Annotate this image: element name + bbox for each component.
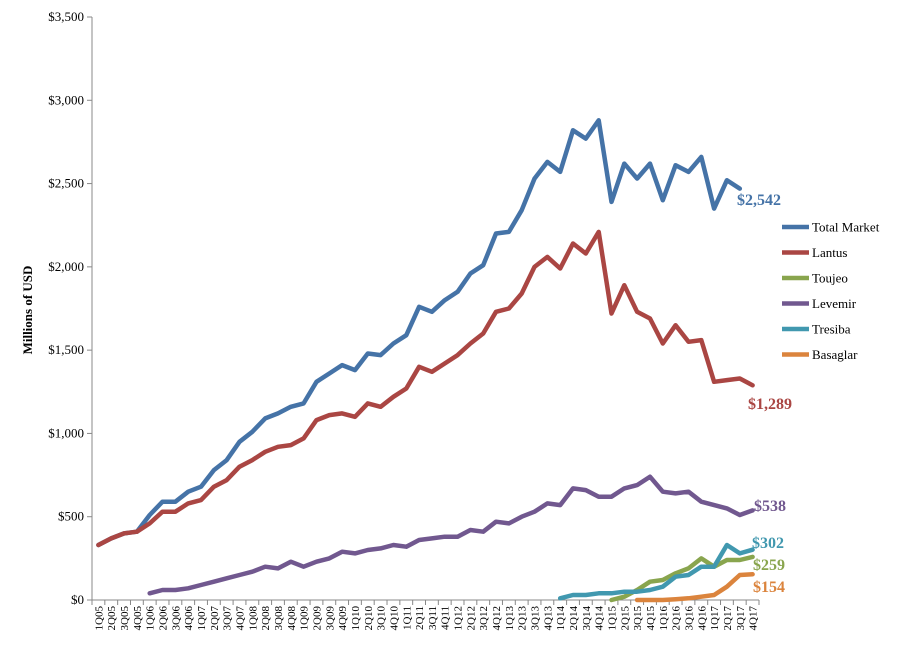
y-tick-label: $2,000 — [48, 259, 84, 274]
x-tick-label: 1Q05 — [93, 606, 105, 631]
x-tick-label: 1Q12 — [453, 606, 465, 630]
y-axis-label: Millions of USD — [20, 266, 35, 355]
x-tick-label: 3Q12 — [478, 606, 490, 630]
y-ticks: $0 $500 $1,000 $1,500 $2,000 $2,500 $3,000 $3,5… — [48, 9, 92, 607]
x-tick-label: 2Q10 — [363, 606, 375, 631]
legend-label: Levemir — [812, 296, 857, 311]
x-tick-label: 1Q06 — [145, 606, 157, 631]
legend-label: Tresiba — [812, 322, 851, 337]
x-tick-label: 2Q06 — [158, 606, 170, 631]
x-tick-label: 3Q09 — [324, 606, 336, 631]
x-tick-label: 4Q08 — [286, 606, 298, 631]
x-tick-label: 2Q11 — [414, 606, 426, 630]
end-labels: $2,542 $1,289 $259 $538 $302 $154 — [737, 192, 792, 596]
x-tick-label: 2Q13 — [517, 606, 529, 631]
x-tick-label: 1Q08 — [247, 606, 259, 631]
x-tick-label: 4Q09 — [337, 606, 349, 631]
x-tick-label: 2Q14 — [568, 606, 580, 631]
x-tick-label: 1Q13 — [504, 606, 516, 631]
legend-label: Total Market — [812, 220, 880, 235]
end-value-label: $2,542 — [737, 192, 781, 209]
x-tick-label: 1Q09 — [299, 606, 311, 631]
y-tick-label: $500 — [58, 509, 84, 524]
end-value-label: $302 — [752, 535, 784, 552]
x-tick-label: 4Q14 — [594, 606, 606, 631]
x-tick-label: 4Q17 — [748, 606, 760, 631]
series-lines — [96, 118, 755, 603]
x-tick-label: 2Q07 — [209, 606, 221, 631]
series-line-tresiba — [557, 542, 755, 601]
x-tick-label: 1Q10 — [350, 606, 362, 631]
x-tick-label: 1Q14 — [555, 606, 567, 631]
x-tick-label: 1Q15 — [606, 606, 618, 631]
end-value-label: $1,289 — [748, 396, 792, 413]
legend: Total Market Lantus Toujeo Levemir Tresiba Ba… — [782, 220, 880, 362]
x-tick-label: 4Q05 — [132, 606, 144, 631]
legend-label: Lantus — [812, 245, 847, 260]
x-tick-label: 4Q12 — [491, 606, 503, 630]
x-tick-label: 1Q17 — [709, 606, 721, 631]
x-tick-label: 3Q11 — [427, 606, 439, 630]
legend-label: Toujeo — [812, 271, 848, 286]
y-tick-label: $1,500 — [48, 342, 84, 357]
y-tick-label: $3,500 — [48, 9, 84, 24]
x-tick-label: 4Q16 — [696, 606, 708, 631]
x-tick-label: 2Q15 — [619, 606, 631, 631]
x-tick-label: 3Q14 — [581, 606, 593, 631]
y-tick-label: $1,000 — [48, 425, 84, 440]
series-line-lantus — [96, 229, 755, 548]
x-tick-label: 1Q07 — [196, 606, 208, 631]
x-tick-label: 3Q07 — [222, 606, 234, 631]
x-tick-label: 3Q08 — [273, 606, 285, 631]
x-tick-label: 2Q09 — [311, 606, 323, 631]
x-tick-label: 3Q06 — [170, 606, 182, 631]
x-tick-label: 4Q13 — [542, 606, 554, 631]
x-tick-label: 3Q15 — [632, 606, 644, 631]
end-value-label: $259 — [753, 557, 785, 574]
end-value-label: $154 — [753, 579, 785, 596]
x-tick-label: 3Q10 — [376, 606, 388, 631]
x-tick-label: 2Q05 — [106, 606, 118, 631]
x-tick-label: 2Q08 — [260, 606, 272, 631]
series-line-basaglar — [634, 572, 755, 603]
x-tick-label: 1Q11 — [401, 606, 413, 630]
x-ticks: 1Q05 2Q05 3Q05 4Q05 1Q06 2Q06 3Q06 4Q06 1Q07 2Q07… — [91, 600, 760, 631]
y-tick-label: $2,500 — [48, 176, 84, 191]
series-line-levemir — [147, 474, 755, 596]
x-tick-label: 2Q16 — [671, 606, 683, 631]
y-tick-label: $3,000 — [48, 92, 84, 107]
x-tick-label: 3Q13 — [530, 606, 542, 631]
x-tick-label: 4Q10 — [388, 606, 400, 631]
x-tick-label: 4Q06 — [183, 606, 195, 631]
y-tick-label: $0 — [71, 592, 84, 607]
x-tick-label: 2Q12 — [465, 606, 477, 630]
x-tick-label: 4Q11 — [440, 606, 452, 630]
x-tick-label: 3Q16 — [683, 606, 695, 631]
end-value-label: $538 — [754, 498, 786, 515]
x-tick-label: 4Q15 — [645, 606, 657, 631]
series-line-total-market — [96, 118, 743, 548]
x-tick-label: 3Q17 — [735, 606, 747, 631]
x-tick-label: 3Q05 — [119, 606, 131, 631]
x-tick-label: 4Q07 — [235, 606, 247, 631]
legend-label: Basaglar — [812, 347, 858, 362]
x-tick-label: 2Q17 — [722, 606, 734, 631]
x-tick-label: 1Q16 — [658, 606, 670, 631]
